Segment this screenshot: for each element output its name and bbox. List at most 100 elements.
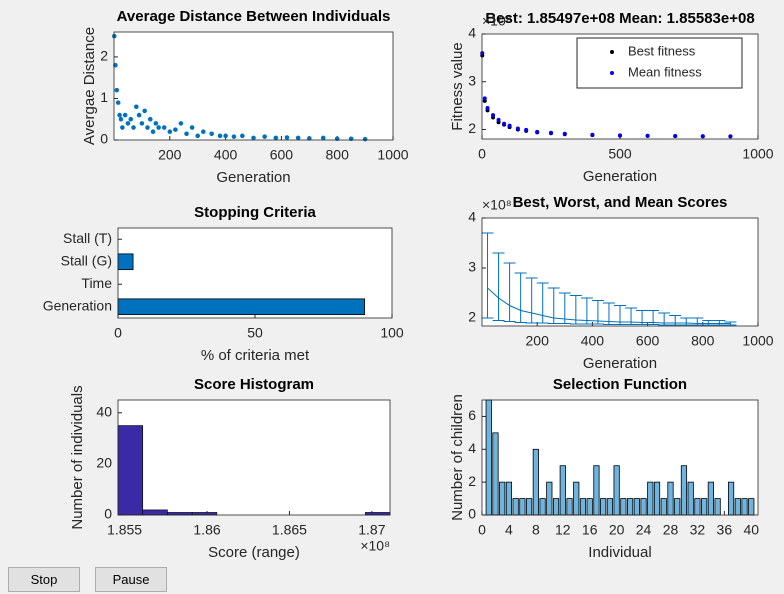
bar: [694, 498, 701, 516]
axes-title: Stopping Criteria: [194, 204, 316, 221]
bar: [579, 498, 587, 516]
y-tick-label: 4: [468, 25, 476, 41]
point: [122, 112, 128, 118]
point: [128, 116, 134, 122]
x-axis-label: Individual: [588, 544, 651, 560]
point: [231, 134, 237, 139]
x-tick-label: 28: [663, 522, 679, 538]
legend-label: Best fitness: [628, 43, 696, 58]
point: [118, 116, 124, 122]
axes-background: [118, 400, 390, 515]
point: [320, 135, 326, 141]
y-tick-label: 2: [100, 48, 108, 64]
point: [549, 130, 553, 135]
bar: [660, 498, 667, 516]
y-axis-label: Number of individuals: [69, 385, 86, 529]
pause-button[interactable]: Pause: [95, 567, 167, 592]
point: [131, 125, 136, 130]
x-tick-label: 600: [270, 147, 294, 163]
point: [139, 121, 145, 126]
point: [125, 121, 131, 126]
y-tick-label: 3: [468, 259, 476, 275]
x-tick-label: 32: [690, 522, 706, 538]
x-tick-label: 800: [326, 147, 350, 163]
y-tick-label: 6: [468, 407, 476, 423]
point: [120, 125, 125, 130]
x-tick-label: 200: [158, 147, 182, 163]
bar: [627, 498, 634, 516]
y-tick-label: 20: [96, 455, 112, 471]
x-tick-label: 1.87: [358, 522, 385, 538]
y-tick-label: 4: [468, 440, 476, 456]
x-axis-label: % of criteria met: [201, 347, 310, 364]
x-tick-label: 12: [555, 522, 571, 538]
x-axis-label: Score (range): [208, 544, 300, 560]
y-tick-label: Time: [81, 275, 112, 291]
x-tick-label: 0: [478, 146, 486, 162]
point: [562, 131, 567, 136]
x-tick-label: 8: [532, 522, 540, 538]
point: [362, 136, 368, 142]
bar: [539, 498, 546, 516]
point: [167, 129, 173, 134]
point: [209, 131, 214, 137]
bar: [519, 498, 526, 516]
axes-title: Best, Worst, and Mean Scores: [513, 194, 728, 211]
point: [142, 108, 147, 114]
bar: [526, 498, 533, 516]
point: [240, 133, 245, 139]
point: [482, 96, 487, 101]
bar: [546, 481, 553, 516]
x-tick-label: 800: [691, 333, 715, 349]
x-tick-label: 400: [581, 333, 605, 349]
bar: [734, 498, 741, 516]
y-exponent: ×10⁸: [482, 13, 512, 29]
point: [147, 116, 153, 122]
x-tick-label: 1000: [742, 146, 773, 162]
y-tick-label: 4: [468, 209, 476, 225]
y-tick-label: 2: [468, 120, 476, 136]
x-tick-label: 50: [247, 325, 263, 341]
bar: [741, 498, 748, 516]
legend-marker: [610, 71, 614, 75]
point: [184, 131, 189, 137]
x-axis-label: Generation: [216, 169, 290, 186]
y-tick-label: 0: [468, 506, 476, 522]
x-axis-label: Generation: [583, 168, 657, 185]
point: [145, 125, 150, 130]
point: [307, 136, 312, 141]
axes-background: [482, 400, 758, 515]
y-tick-label: 2: [468, 473, 476, 489]
point: [114, 87, 120, 93]
point: [535, 129, 540, 134]
point: [618, 133, 622, 138]
bar: [492, 432, 499, 516]
bar: [680, 465, 688, 516]
x-tick-label: 600: [636, 333, 660, 349]
axes-frame: [481, 33, 759, 140]
point: [590, 132, 595, 137]
bar: [566, 498, 573, 516]
x-tick-label: 0: [114, 325, 122, 341]
bar: [707, 481, 714, 516]
point: [645, 133, 650, 138]
point: [150, 129, 156, 134]
axes-frame: [481, 399, 759, 516]
x-tick-label: 500: [608, 146, 632, 162]
bar: [142, 509, 168, 516]
stop-button[interactable]: Stop: [8, 567, 80, 592]
x-tick-label: 400: [214, 147, 238, 163]
bar: [117, 425, 144, 516]
bar: [499, 481, 506, 516]
point: [223, 133, 228, 139]
bar: [653, 481, 661, 516]
bar: [701, 498, 708, 516]
point: [262, 134, 267, 139]
y-tick-label: 1: [100, 89, 108, 105]
point: [173, 127, 178, 132]
point: [115, 100, 121, 105]
point: [295, 135, 301, 141]
axes-frame: [113, 31, 394, 141]
point: [515, 126, 520, 131]
